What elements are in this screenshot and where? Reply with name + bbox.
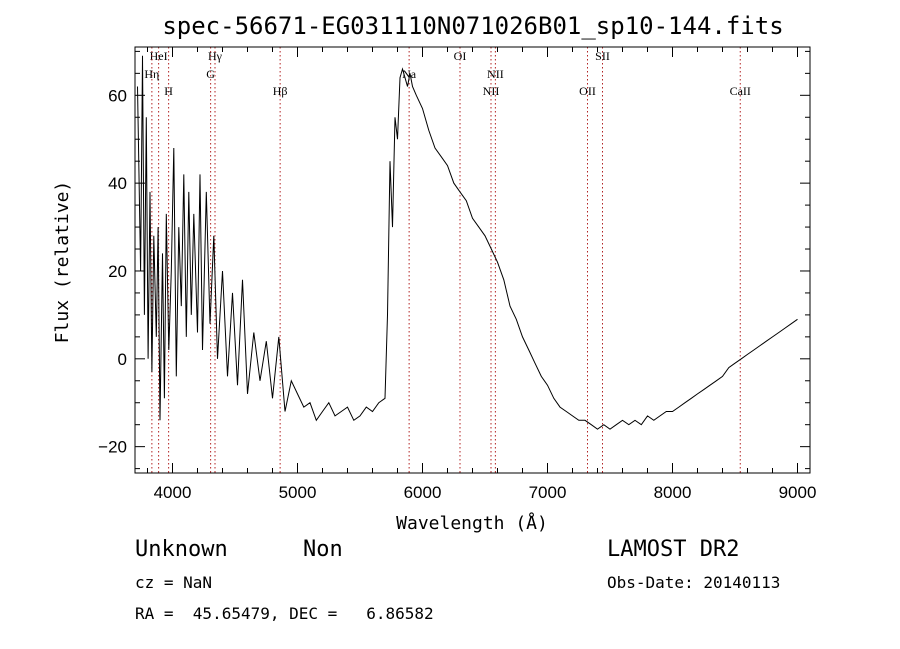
x-tick-label: 8000 [654, 483, 692, 502]
axes: 4000 5000 6000 7000 8000 9000 −20 0 20 40 60 [98, 46, 817, 502]
plot-frame [134, 46, 811, 474]
x-tick-label: 5000 [279, 483, 317, 502]
spectrum-series-0 [137, 55, 798, 430]
line-label-1: Hη [144, 67, 159, 81]
y-tick-label: 0 [118, 350, 127, 369]
ra-dec-readout: RA = 45.65479, DEC = 6.86582 [135, 604, 434, 623]
line-label-9: NII [483, 84, 500, 98]
redshift-readout: cz = NaN [135, 573, 213, 592]
line-label-2: H [164, 84, 173, 98]
line-label-4: G [206, 67, 215, 81]
x-tick-label: 4000 [154, 483, 192, 502]
line-label-5: Hβ [273, 84, 288, 98]
spectral-subclass: Non [303, 537, 343, 562]
line-label-3: Hγ [208, 49, 223, 63]
x-axis-label: Wavelength (Å) [396, 512, 548, 534]
obs-date: Obs-Date: 20140113 [607, 573, 781, 592]
line-label-8: NII [487, 67, 504, 81]
line-label-12: CaII [730, 84, 751, 98]
y-tick-label: 40 [108, 174, 127, 193]
y-tick-label: −20 [98, 438, 127, 457]
line-label-10: OII [579, 84, 596, 98]
line-label-7: OI [454, 49, 467, 63]
y-tick-label: 60 [108, 86, 127, 105]
x-tick-label: 9000 [779, 483, 817, 502]
y-axis-label: Flux (relative) [52, 181, 73, 344]
spectral-class: Unknown [135, 537, 228, 562]
y-tick-label: 20 [108, 262, 127, 281]
line-label-11: SII [595, 49, 610, 63]
x-tick-label: 6000 [404, 483, 442, 502]
survey-name: LAMOST DR2 [607, 537, 740, 562]
line-label-0: HeI [150, 49, 168, 63]
plot-area [137, 55, 798, 430]
x-tick-label: 7000 [529, 483, 567, 502]
chart-title: spec-56671-EG031110N071026B01_sp10-144.f… [162, 12, 783, 40]
